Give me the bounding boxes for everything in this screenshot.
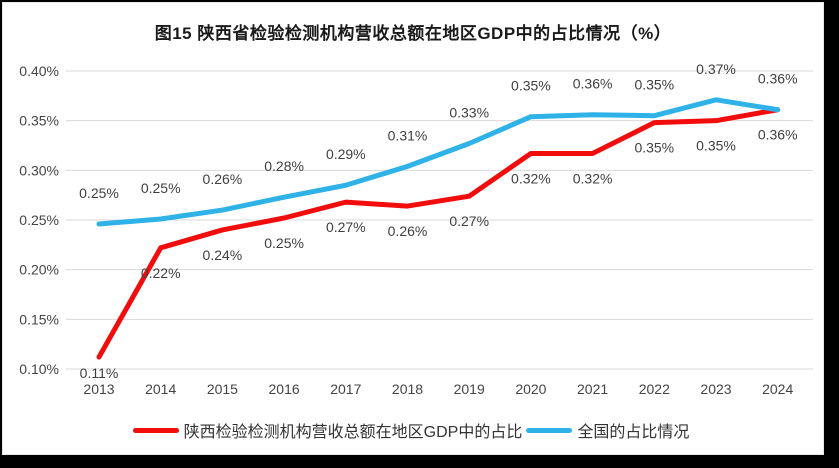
x-tick-label: 2015 (207, 381, 238, 397)
x-tick-label: 2018 (392, 381, 423, 397)
data-label: 0.32% (511, 170, 551, 186)
x-tick-label: 2020 (515, 381, 546, 397)
series-line-1 (96, 97, 781, 227)
data-label: 0.22% (141, 265, 181, 281)
series-line-0 (96, 107, 781, 360)
y-tick-label: 0.35% (19, 113, 59, 129)
y-tick-label: 0.25% (19, 212, 59, 228)
chart-canvas: 0.10% 0.15% 0.20% 0.25% 0.30% 0.35% 0.40% 2013 2… (19, 61, 813, 397)
data-label: 0.26% (203, 171, 243, 187)
x-tick-label: 2014 (145, 381, 176, 397)
data-label: 0.28% (264, 158, 304, 174)
legend-label-shaanxi: 陕西检验检测机构营收总额在地区GDP中的占比 (183, 424, 523, 441)
data-label: 0.36% (573, 76, 613, 92)
x-tick-label: 2024 (762, 381, 793, 397)
data-label: 0.36% (758, 71, 798, 87)
data-label: 0.35% (696, 138, 736, 154)
legend-swatch-shaanxi-line (132, 427, 179, 433)
data-label: 0.32% (573, 170, 613, 186)
data-label: 0.27% (326, 219, 366, 235)
chart-card: 图15 陕西省检验检测机构营收总额在地区GDP中的占比情况（%） 0.10% 0.… (2, 2, 824, 455)
data-label: 0.35% (511, 78, 551, 94)
data-label: 0.35% (634, 140, 674, 156)
x-tick-label: 2023 (700, 381, 731, 397)
data-label: 0.29% (326, 146, 366, 162)
data-label: 0.27% (449, 213, 489, 229)
data-label: 0.24% (203, 247, 243, 263)
x-tick-label: 2019 (454, 381, 485, 397)
data-label: 0.31% (388, 127, 428, 143)
legend-swatch-national-line (526, 427, 573, 433)
data-label: 0.37% (696, 61, 736, 77)
y-tick-label: 0.10% (19, 361, 59, 377)
data-label: 0.25% (141, 180, 181, 196)
y-tick-label: 0.40% (19, 63, 59, 79)
y-tick-label: 0.30% (19, 162, 59, 178)
data-label: 0.25% (79, 185, 119, 201)
x-tick-label: 2017 (330, 381, 361, 397)
chart-title: 图15 陕西省检验检测机构营收总额在地区GDP中的占比情况（%） (154, 24, 672, 43)
data-label: 0.36% (758, 127, 798, 143)
chart-legend: 陕西检验检测机构营收总额在地区GDP中的占比 全国的占比情况 (3, 418, 823, 442)
x-tick-label: 2022 (639, 381, 670, 397)
y-tick-label: 0.20% (19, 262, 59, 278)
x-tick-label: 2016 (269, 381, 300, 397)
data-label: 0.33% (449, 105, 489, 121)
x-tick-label: 2013 (83, 381, 114, 397)
data-label: 0.35% (634, 77, 674, 93)
data-label: 0.11% (80, 365, 119, 381)
data-label: 0.25% (264, 235, 304, 251)
y-tick-label: 0.15% (19, 311, 59, 327)
x-tick-label: 2021 (577, 381, 608, 397)
data-label: 0.26% (388, 223, 428, 239)
legend-label-national: 全国的占比情况 (577, 424, 690, 441)
